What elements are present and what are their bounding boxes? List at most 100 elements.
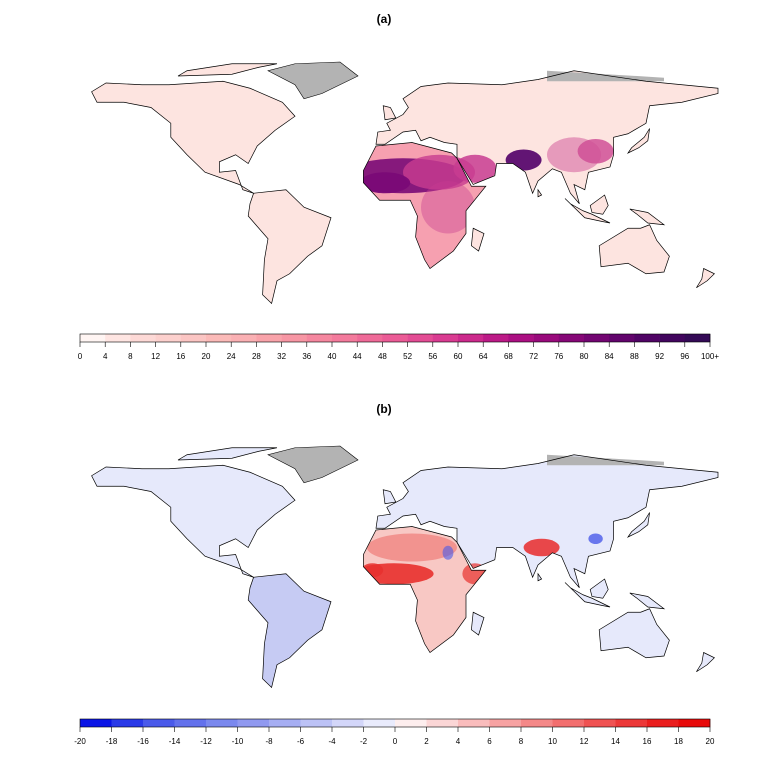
colorbar-swatch	[80, 719, 112, 727]
land-africa	[363, 526, 486, 653]
coastline	[589, 194, 609, 215]
coastline	[626, 128, 650, 154]
land-australia	[599, 608, 670, 658]
land-borneo	[590, 579, 609, 599]
coastline	[471, 227, 485, 252]
colorbar-tick-label: 18	[674, 737, 683, 746]
colorbar-swatch	[180, 334, 207, 342]
land-new-guinea	[629, 593, 664, 609]
colorbar-swatch	[552, 719, 585, 727]
colorbar-swatch	[426, 719, 459, 727]
greenland-no-data	[267, 61, 359, 100]
colorbar-swatch	[332, 719, 364, 727]
land-borneo	[590, 195, 609, 215]
colorbar-tick-label: 68	[504, 352, 513, 361]
colorbar-swatch	[231, 334, 257, 342]
colorbar-swatch	[684, 334, 711, 342]
colorbar-swatch	[206, 334, 232, 342]
coastline	[247, 189, 332, 305]
coastline	[626, 512, 650, 538]
anomaly-region	[547, 137, 601, 173]
coastline	[177, 447, 278, 461]
colorbar-tick-label: 44	[353, 352, 362, 361]
land-japan	[628, 128, 650, 153]
colorbar-swatch	[584, 334, 610, 342]
coastline	[564, 198, 611, 224]
anomaly-region	[462, 563, 488, 585]
colorbar-swatch	[609, 334, 635, 342]
colorbar-swatch	[174, 719, 207, 727]
coastline	[375, 454, 719, 588]
anomaly-region	[442, 545, 454, 560]
land-new-zealand	[696, 268, 715, 288]
anomaly-region	[523, 538, 560, 557]
colorbar-tick-label: 72	[529, 352, 538, 361]
coastline	[564, 582, 611, 608]
coastline	[177, 63, 278, 77]
colorbar-tick-label: 0	[393, 737, 398, 746]
coastline	[589, 578, 609, 599]
colorbar-tick-label: -16	[137, 737, 149, 746]
colorbar-swatch	[458, 719, 490, 727]
coastline	[375, 70, 719, 204]
land-eurasia	[376, 70, 718, 204]
colorbar-tick-label: 76	[554, 352, 563, 361]
coastline	[598, 224, 670, 275]
anomaly-region	[421, 181, 475, 234]
colorbar-tick-label: 10	[548, 737, 557, 746]
greenland-no-data	[267, 445, 359, 484]
colorbar-swatch	[237, 719, 270, 727]
colorbar-tick-label: -10	[232, 737, 244, 746]
colorbar-swatch	[395, 719, 427, 727]
colorbar-tick-label: 12	[580, 737, 589, 746]
colorbar-swatch	[281, 334, 308, 342]
colorbar-tick-label: 32	[277, 352, 286, 361]
land-uk	[383, 105, 396, 120]
colorbar-tick-label: 14	[611, 737, 620, 746]
colorbar-swatch	[143, 719, 175, 727]
colorbar-swatch	[306, 334, 333, 342]
colorbar-swatch	[615, 719, 648, 727]
land-madagascar	[471, 612, 484, 635]
colorbar-tick-label: 20	[202, 352, 211, 361]
colorbar-swatch	[105, 334, 131, 342]
colorbar-swatch	[634, 334, 660, 342]
coastline	[537, 188, 543, 198]
anomaly-region	[588, 533, 603, 544]
coastline	[382, 489, 397, 505]
colorbar-tick-label: 12	[151, 352, 160, 361]
colorbar-tick-label: 4	[103, 352, 108, 361]
colorbar-tick-label: -20	[74, 737, 86, 746]
anomaly-region	[361, 563, 384, 578]
colorbar-tick-label: -6	[297, 737, 305, 746]
colorbar-tick-label: -4	[328, 737, 336, 746]
land-uk	[383, 489, 396, 504]
colorbar-tick-label: 60	[454, 352, 463, 361]
colorbar-swatch	[332, 334, 358, 342]
land-australia	[599, 224, 670, 274]
colorbar-swatch	[206, 719, 238, 727]
land-new-guinea	[629, 209, 664, 225]
coastline	[696, 267, 716, 289]
coastline	[91, 80, 296, 194]
coastline	[363, 526, 487, 654]
colorbar-swatch	[533, 334, 560, 342]
colorbar-tick-label: -8	[265, 737, 273, 746]
siberia-no-data	[547, 70, 664, 82]
colorbar-tick-label: 100+	[701, 352, 719, 361]
colorbar-swatch	[521, 719, 553, 727]
coastline	[598, 608, 670, 659]
panel-a-title: (a)	[376, 12, 392, 26]
colorbar-tick-label: 6	[487, 737, 492, 746]
colorbar-tick-label: 96	[680, 352, 689, 361]
colorbar-swatch	[80, 334, 106, 342]
colorbar-tick-label: 84	[605, 352, 614, 361]
colorbar-tick-label: 8	[519, 737, 524, 746]
anomaly-region	[453, 154, 497, 183]
colorbar-swatch	[508, 334, 534, 342]
panel-b-title: (b)	[376, 402, 392, 416]
colorbar-tick-label: 36	[302, 352, 311, 361]
colorbar-tick-label: 28	[252, 352, 261, 361]
land-eurasia	[376, 454, 718, 588]
